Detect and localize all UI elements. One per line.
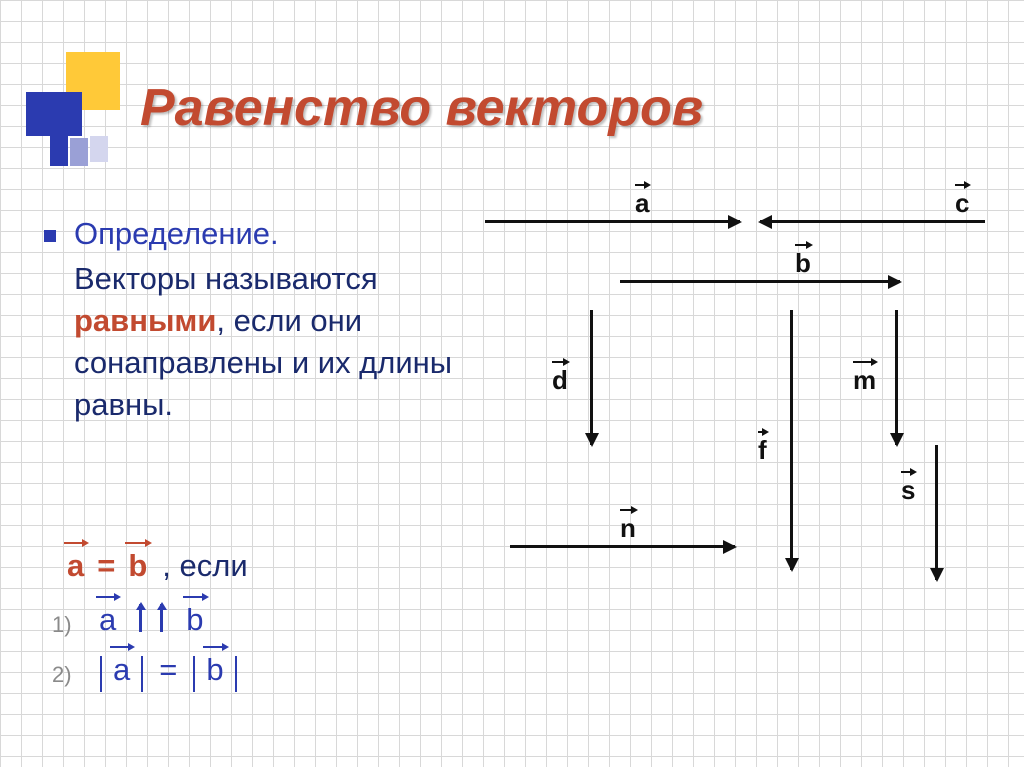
vector-b bbox=[620, 280, 900, 283]
formula-tail: , если bbox=[162, 548, 247, 584]
title-accent-graphic bbox=[26, 38, 156, 213]
vector-n bbox=[510, 545, 735, 548]
definition-label: Определение. bbox=[74, 216, 279, 252]
vector-s bbox=[935, 445, 938, 580]
abs-bar-icon bbox=[235, 656, 237, 692]
vector-label-b: b bbox=[795, 248, 811, 279]
page-title: Равенство векторов bbox=[140, 78, 703, 138]
equals-sign-2: = bbox=[159, 652, 177, 688]
formula-block: a = b , если 1) a b 2) a = b bbox=[44, 548, 464, 688]
vector-label-n: n bbox=[620, 513, 636, 544]
definition-block: Определение. Векторы называются равными,… bbox=[44, 216, 464, 425]
vec-b: b bbox=[128, 548, 147, 583]
definition-emph: равными bbox=[74, 303, 216, 338]
equals-sign: = bbox=[97, 548, 115, 584]
vector-label-a: a bbox=[635, 188, 649, 219]
formula-cond-2: 2) a = b bbox=[52, 652, 464, 688]
vector-label-m: m bbox=[853, 365, 876, 396]
vector-m bbox=[895, 310, 898, 445]
vector-label-d: d bbox=[552, 365, 568, 396]
vector-label-c: c bbox=[955, 188, 969, 219]
cond1-b: b bbox=[186, 602, 203, 637]
definition-text: Векторы называются равными, если они сон… bbox=[74, 258, 464, 425]
bullet-icon bbox=[44, 230, 56, 242]
codirectional-icon bbox=[133, 610, 169, 638]
abs-bar-icon bbox=[193, 656, 195, 692]
abs-bar-icon bbox=[141, 656, 143, 692]
formula-equality: a = b , если bbox=[64, 548, 464, 584]
cond2-b: b bbox=[206, 652, 223, 687]
vector-f bbox=[790, 310, 793, 570]
vec-a: a bbox=[67, 548, 84, 583]
vector-label-s: s bbox=[901, 475, 915, 506]
vector-a bbox=[485, 220, 740, 223]
abs-bar-icon bbox=[100, 656, 102, 692]
vector-diagram: a c b d f m s n bbox=[480, 180, 1000, 620]
definition-pre: Векторы называются bbox=[74, 261, 378, 296]
item1-number: 1) bbox=[52, 612, 92, 638]
cond1-a: a bbox=[99, 602, 116, 637]
formula-cond-1: 1) a b bbox=[52, 602, 464, 638]
item2-number: 2) bbox=[52, 662, 92, 688]
vector-c bbox=[760, 220, 985, 223]
vector-label-f: f bbox=[758, 435, 767, 466]
vector-d bbox=[590, 310, 593, 445]
cond2-a: a bbox=[113, 652, 130, 687]
